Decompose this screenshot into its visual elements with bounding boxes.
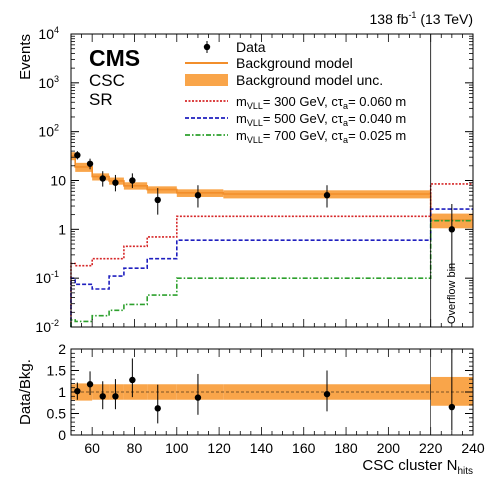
x-tick-label: 220 [419, 440, 443, 456]
legend-band-label: Background model unc. [236, 72, 383, 88]
y-tick-exp: 4 [54, 25, 59, 35]
legend-sub: VLL [247, 135, 263, 145]
ratio-y-tick-label: 1 [58, 384, 66, 400]
x-tick-label: 120 [207, 440, 231, 456]
signal-line-2 [70, 219, 473, 327]
y-tick-exp: 2 [54, 123, 59, 133]
lumi-label: 138 fb-1 (13 TeV) [370, 10, 474, 27]
legend-sub: VLL [247, 118, 263, 128]
data-point [194, 192, 202, 199]
x-tick-label: 240 [461, 440, 485, 456]
y-tick-label: 103 [38, 74, 59, 91]
legend-mid: = 300 GeV, cτ [263, 94, 344, 109]
sub-label-csc: CSC [89, 71, 125, 90]
x-tick-label: 140 [250, 440, 274, 456]
x-tick-label: 60 [84, 440, 100, 456]
y-tick-exp: 3 [54, 74, 59, 84]
legend-sub: VLL [247, 101, 263, 111]
ratio-ylabel: Data/Bkg. [17, 359, 34, 425]
legend-data-marker [203, 43, 211, 51]
legend-m: m [236, 94, 247, 109]
ratio-y-tick-label: 2 [58, 341, 66, 357]
ratio-points [74, 349, 456, 431]
y-tick-exp: -1 [51, 269, 59, 279]
legend-mid: = 500 GeV, cτ [263, 111, 344, 126]
legend-data-label: Data [236, 39, 266, 55]
x-tick-label: 200 [377, 440, 401, 456]
y-tick-base: 10 [35, 319, 51, 335]
ratio-band-bin-4 [123, 384, 148, 400]
ratio-band-bin-6 [176, 384, 224, 400]
sub-label-sr: SR [89, 90, 113, 109]
ratio-y-tick-label: 0 [58, 427, 66, 443]
data-point [112, 179, 119, 186]
legend-signal-label-2: mVLL= 700 GeV, cτa= 0.025 m [236, 128, 406, 145]
ratio-axis-ticks: 0 0.5 1 1.5 2 60 80 100 120 140 160 180 200 220 240 [47, 341, 485, 456]
legend-mid: = 700 GeV, cτ [263, 128, 344, 143]
data-point [154, 196, 161, 204]
y-tick-exp: -2 [51, 318, 59, 328]
legend-end: = 0.025 m [348, 128, 406, 143]
y-tick-label: 10-2 [35, 318, 59, 335]
signal-line-1 [70, 208, 473, 327]
main-ylabel: Events [17, 34, 34, 80]
data-point [323, 192, 331, 199]
y-tick-label: 1 [58, 221, 66, 237]
ratio-panel: 0 0.5 1 1.5 2 60 80 100 120 140 160 180 200 220 240 Da… [17, 341, 485, 477]
signal-line-0 [70, 183, 473, 327]
cms-label: CMS [89, 45, 140, 71]
y-tick-base: 10 [38, 75, 54, 91]
data-points [74, 151, 456, 270]
ratio-point [112, 393, 119, 400]
data-point [448, 226, 456, 233]
x-tick-label: 80 [127, 440, 143, 456]
legend-m: m [236, 128, 247, 143]
legend-signal-label-0: mVLL= 300 GeV, cτa= 0.060 m [236, 94, 406, 111]
legend-end: = 0.060 m [348, 94, 406, 109]
legend-m: m [236, 111, 247, 126]
signal-lines [70, 183, 473, 327]
ratio-point [154, 405, 161, 412]
legend-sub2: a [343, 135, 348, 145]
data-point [86, 160, 94, 167]
ratio-point [323, 390, 331, 398]
x-tick-label: 160 [292, 440, 316, 456]
data-point [99, 175, 106, 182]
y-tick-base: 10 [35, 270, 51, 286]
data-point [74, 151, 81, 159]
y-tick-label: 10 [50, 173, 66, 189]
overflow-label: Overflow bin [446, 263, 458, 324]
x-tick-label: 100 [165, 440, 189, 456]
legend-band-box [185, 74, 228, 86]
xlabel: CSC cluster Nhits [362, 457, 473, 477]
y-tick-label: 104 [38, 25, 59, 42]
y-tick-base: 10 [38, 124, 54, 140]
y-tick-base: 10 [38, 26, 54, 42]
ratio-y-tick-label: 0.5 [47, 406, 67, 422]
legend-end: = 0.040 m [348, 111, 406, 126]
data-point [129, 177, 136, 184]
ratio-point [448, 403, 456, 411]
legend-bkg-label: Background model [236, 55, 353, 71]
ratio-point [99, 393, 106, 400]
ratio-point [74, 387, 81, 395]
legend-sub2: a [343, 101, 348, 111]
legend-sub2: a [343, 118, 348, 128]
ratio-point [129, 376, 136, 384]
y-tick-label: 10-1 [35, 269, 59, 286]
ratio-point [86, 381, 94, 388]
x-tick-label: 180 [334, 440, 358, 456]
y-tick-label: 102 [38, 123, 59, 140]
ratio-point [194, 394, 202, 401]
ratio-y-tick-label: 1.5 [47, 363, 67, 379]
legend-signal-label-1: mVLL= 500 GeV, cτa= 0.040 m [236, 111, 406, 128]
